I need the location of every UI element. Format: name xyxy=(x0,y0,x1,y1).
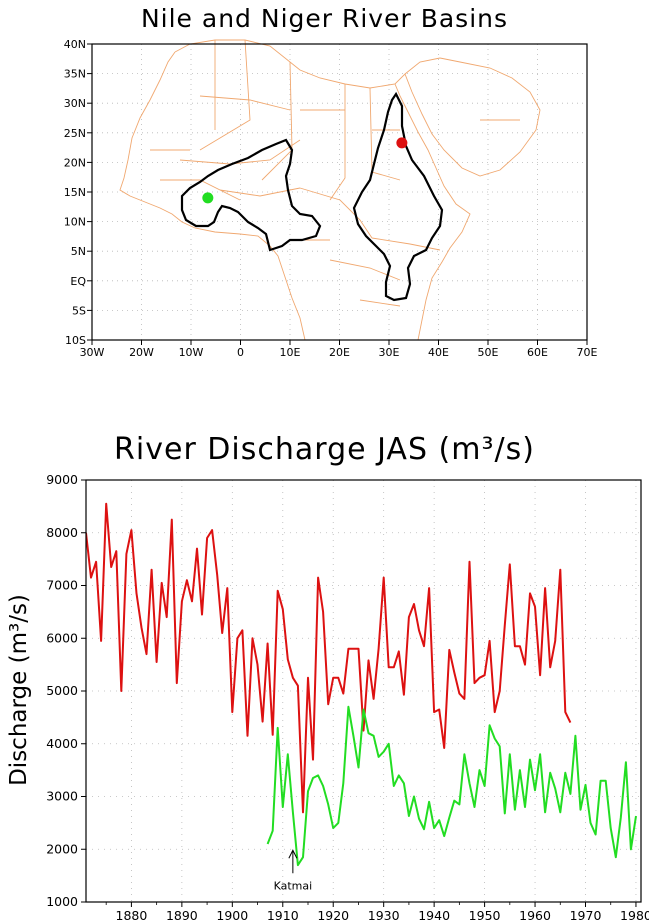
chart-annotation: Katmai xyxy=(274,849,313,892)
y-tick-label: 7000 xyxy=(46,578,78,593)
chart-title: River Discharge JAS (m³/s) xyxy=(114,432,535,467)
map-lon-tick-label: 60E xyxy=(527,346,548,359)
x-tick-label: 1970 xyxy=(570,908,602,922)
map-lon-tick-label: 10E xyxy=(280,346,301,359)
map-axis-ticks: 30W 20W 10W 0 10E 20E 30E 40E 50E 60E 70E 40N 35N 30N… xyxy=(64,38,598,359)
map-lon-tick-label: 20W xyxy=(129,346,154,359)
map-lon-tick-label: 20E xyxy=(329,346,350,359)
map-lat-tick-label: EQ xyxy=(70,275,86,288)
coastline-red-sea-east-africa xyxy=(394,83,471,341)
niger-station-marker xyxy=(202,192,214,204)
coastline-arabia xyxy=(404,57,541,177)
x-tick-label: 1960 xyxy=(519,908,551,922)
map-lat-tick-label: 35N xyxy=(64,68,86,81)
x-tick-label: 1920 xyxy=(317,908,349,922)
x-tick-label: 1890 xyxy=(166,908,198,922)
nile-station-marker xyxy=(396,137,408,149)
coastline-mediterranean xyxy=(174,39,441,89)
y-tick-label: 8000 xyxy=(46,525,78,540)
map-lat-tick-label: 40N xyxy=(64,38,86,51)
chart-frame-rect xyxy=(85,479,642,903)
y-tick-label: 9000 xyxy=(46,472,78,487)
map-lat-tick-label: 10N xyxy=(64,216,86,229)
map-lon-tick-label: 30W xyxy=(80,346,105,359)
annotation-label: Katmai xyxy=(274,879,313,892)
map-lon-tick-label: 10W xyxy=(179,346,204,359)
y-tick-label: 6000 xyxy=(46,630,78,645)
niger-basin-outline xyxy=(180,138,322,252)
map-lat-tick-label: 25N xyxy=(64,127,86,140)
chart-grid xyxy=(86,480,641,902)
x-tick-label: 1950 xyxy=(469,908,501,922)
chart-series xyxy=(86,502,637,867)
map-lat-tick-label: 5N xyxy=(71,245,86,258)
y-tick-label: 4000 xyxy=(46,736,78,751)
map-lon-tick-label: 40E xyxy=(428,346,449,359)
y-tick-label: 2000 xyxy=(46,841,78,856)
y-tick-label: 5000 xyxy=(46,683,78,698)
x-tick-label: 1880 xyxy=(116,908,148,922)
y-tick-label: 1000 xyxy=(46,894,78,909)
map-lat-tick-label: 20N xyxy=(64,156,86,169)
map-lon-tick-label: 70E xyxy=(577,346,598,359)
chart-axis-ticks: 1000 2000 3000 4000 5000 6000 7000 8000 9000 1880… xyxy=(46,472,649,922)
y-axis-label: Discharge (m³/s) xyxy=(6,594,32,786)
map-coastlines xyxy=(119,39,541,341)
x-tick-label: 1930 xyxy=(368,908,400,922)
annotation-arrow-head xyxy=(288,849,298,859)
map-lat-tick-label: 15N xyxy=(64,186,86,199)
map-basins xyxy=(180,91,444,302)
y-tick-label: 3000 xyxy=(46,789,78,804)
map-lat-tick-label: 5S xyxy=(72,304,86,317)
map-lon-tick-label: 30E xyxy=(379,346,400,359)
x-tick-label: 1940 xyxy=(418,908,450,922)
chart-frame xyxy=(85,479,642,903)
coastline-west-africa xyxy=(119,51,306,341)
map-lon-tick-label: 50E xyxy=(478,346,499,359)
nile-discharge-line xyxy=(86,502,572,814)
map-lon-tick-label: 0 xyxy=(237,346,244,359)
x-tick-label: 1910 xyxy=(267,908,299,922)
map-title: Nile and Niger River Basins xyxy=(140,4,509,33)
x-tick-label: 1900 xyxy=(216,908,248,922)
map-lat-tick-label: 10S xyxy=(65,334,86,347)
x-tick-label: 1980 xyxy=(620,908,649,922)
nile-basin-outline xyxy=(352,91,444,302)
niger-discharge-line xyxy=(266,705,637,867)
map-lat-tick-label: 30N xyxy=(64,97,86,110)
map-markers xyxy=(202,137,408,204)
